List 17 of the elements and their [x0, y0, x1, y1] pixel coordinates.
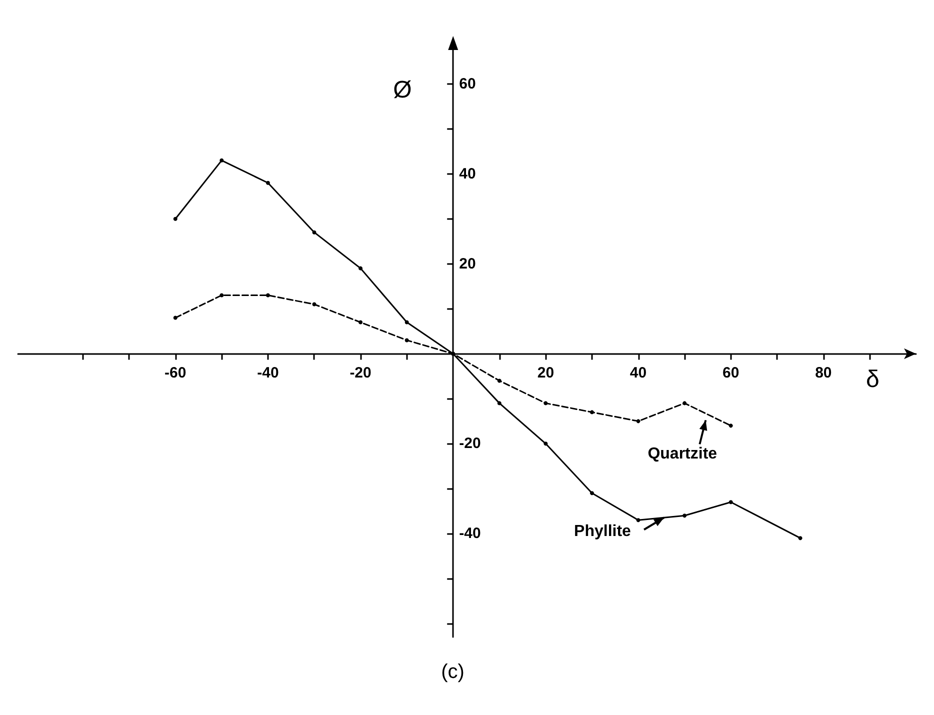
- text: (c): [441, 661, 464, 683]
- x-tick-label: 40: [630, 364, 647, 382]
- x-tick-label: 60: [722, 364, 740, 382]
- y-tick-label: -20: [459, 435, 481, 452]
- x-tick-label: -60: [164, 364, 186, 382]
- x-axis-title: δ: [866, 366, 880, 394]
- x-tick-label: -20: [350, 364, 372, 382]
- y-tick-label: -40: [459, 525, 481, 542]
- x-tick-label: 80: [815, 364, 832, 382]
- annotation: Quartzite: [648, 446, 718, 463]
- annotation: Phyllite: [574, 523, 632, 540]
- x-tick-label: -40: [257, 364, 279, 382]
- y-axis-title: Ø: [393, 76, 412, 104]
- x-tick-label: 20: [537, 364, 554, 382]
- y-tick-label: 40: [459, 165, 476, 182]
- y-tick-label: 20: [459, 255, 476, 272]
- y-tick-label: 60: [459, 75, 476, 92]
